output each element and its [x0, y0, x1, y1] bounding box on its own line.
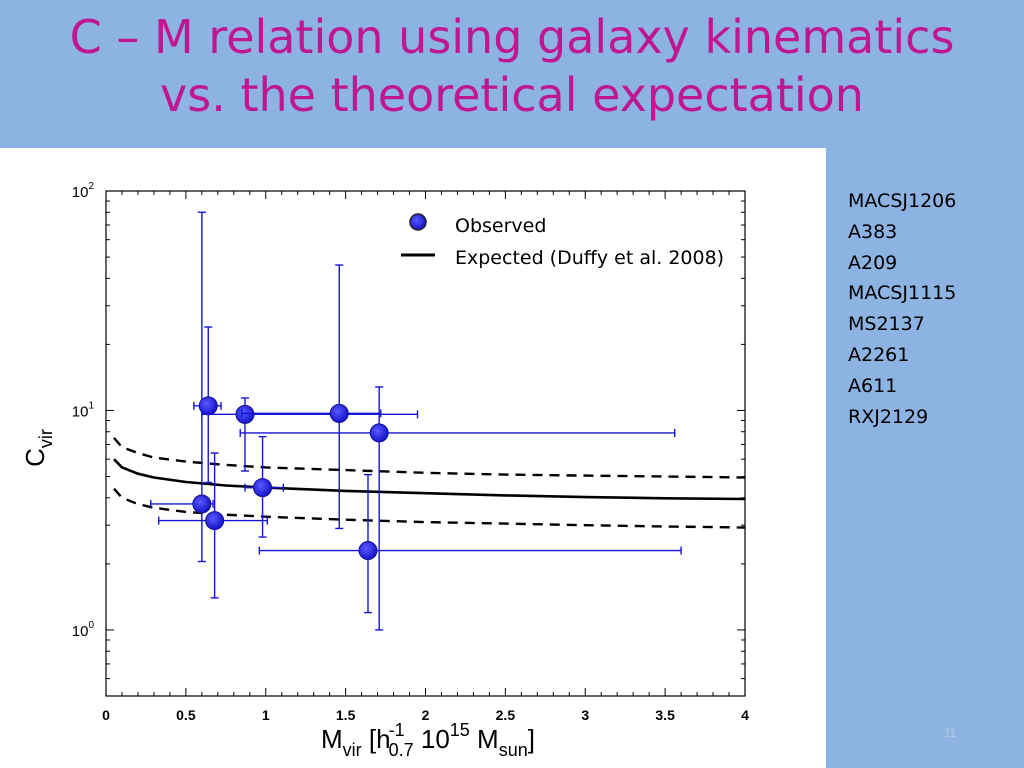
legend-observed-marker — [409, 213, 427, 231]
x-tick-label: 1.5 — [336, 707, 356, 723]
observed-point-group — [241, 264, 382, 530]
x-tick-label: 1 — [262, 707, 270, 723]
cvir-mvir-chart: 0 0.5 1 1.5 2 2.5 3 3.5 4 100 101 102 Mvir [h-1 0.7 1… — [20, 181, 749, 760]
slide-title: C – M relation using galaxy kinematics v… — [0, 8, 1024, 124]
cluster-name: RXJ2129 — [848, 405, 929, 428]
cluster-name: MS2137 — [848, 313, 925, 336]
slide-number: 11 — [944, 726, 957, 740]
observed-point-marker — [235, 404, 255, 424]
observed-point-marker — [205, 511, 225, 531]
slide-title-line-2: vs. the theoretical expectation — [160, 68, 864, 122]
cluster-list: MACSJ1206 A383 A209 MACSJ1115 MS2137 A22… — [848, 186, 956, 432]
chart-legend: Observed Expected (Duffy et al. 2008) — [401, 213, 724, 269]
x-tick-label: 2.5 — [496, 707, 516, 723]
observed-point-marker — [358, 541, 378, 561]
legend-expected-label: Expected (Duffy et al. 2008) — [455, 247, 724, 269]
x-axis-label: Mvir [h-1 0.7 1015 Msun] — [321, 720, 535, 760]
y-tick-label: 102 — [72, 181, 95, 201]
cluster-name: MACSJ1206 — [848, 190, 957, 212]
x-tick-label: 3 — [581, 707, 589, 723]
x-tick-label: 4 — [741, 707, 749, 723]
expected-upper-dashed-line — [113, 437, 746, 479]
observed-point-group — [158, 452, 269, 599]
legend-observed-label: Observed — [455, 215, 546, 237]
expected-lower-dashed-line — [113, 487, 746, 529]
y-tick-label: 101 — [72, 400, 95, 420]
observed-point-marker — [369, 423, 389, 443]
observed-point-marker — [192, 494, 212, 514]
y-tick-label: 100 — [72, 620, 95, 640]
observed-point-group — [239, 386, 676, 631]
observed-point-group — [193, 326, 222, 484]
cluster-name: A209 — [848, 251, 898, 274]
x-tick-label: 0.5 — [176, 707, 196, 723]
observed-point-marker — [329, 403, 349, 423]
x-tick-label: 0 — [102, 707, 110, 723]
cluster-name: MACSJ1115 — [848, 282, 957, 305]
cluster-name: A2261 — [848, 343, 910, 366]
observed-point-group — [244, 435, 285, 538]
observed-point-group — [201, 397, 419, 472]
plot-panel: 0 0.5 1 1.5 2 2.5 3 3.5 4 100 101 102 Mvir [h-1 0.7 1… — [0, 148, 826, 768]
x-tick-label: 2 — [422, 707, 430, 723]
observed-point-group — [258, 473, 682, 614]
cluster-name: A611 — [848, 374, 898, 397]
x-tick-label: 3.5 — [655, 707, 675, 723]
y-axis-label: Cvir — [20, 429, 56, 467]
observed-point-group — [150, 211, 214, 563]
slide-title-line-1: C – M relation using galaxy kinematics — [69, 10, 955, 64]
observed-point-marker — [253, 478, 273, 498]
cluster-name: A383 — [848, 220, 898, 243]
